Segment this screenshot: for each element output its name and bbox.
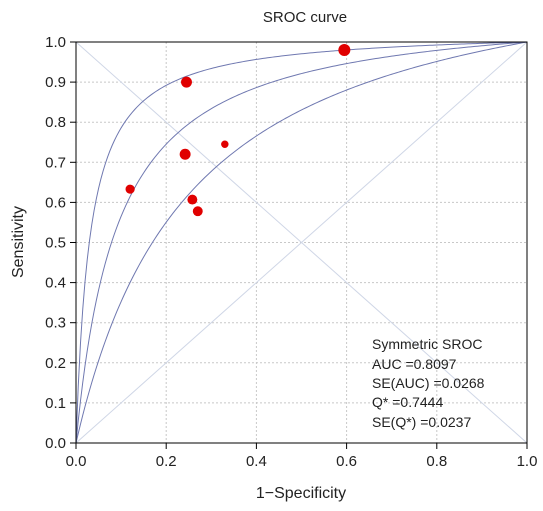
study-points (125, 44, 351, 217)
study-point (125, 184, 135, 194)
y-axis-title: Sensitivity (10, 206, 27, 278)
sroc-curve (75, 41, 528, 444)
diagonal-lines (75, 41, 528, 444)
stats-box: Symmetric SROC AUC =0.8097 SE(AUC) =0.02… (372, 336, 485, 430)
y-tick-label: 0.3 (45, 315, 66, 332)
x-tick-label: 0.2 (156, 453, 177, 470)
y-tick-label: 0.9 (45, 74, 66, 91)
y-tick-label: 0.0 (45, 435, 66, 452)
y-tick-label: 1.0 (45, 34, 66, 51)
y-axis-ticks: 0.0 0.1 0.2 0.3 0.4 0.5 0.6 0.7 0.8 0.9 1.0 (45, 34, 76, 452)
x-tick-label: 0.6 (336, 453, 357, 470)
grid-lines (76, 42, 527, 443)
x-tick-label: 0.8 (426, 453, 447, 470)
study-point (221, 140, 229, 148)
x-axis-title: 1−Specificity (256, 485, 346, 502)
study-point (181, 76, 192, 88)
y-tick-label: 0.5 (45, 235, 66, 252)
stats-auc: AUC =0.8097 (372, 356, 457, 372)
x-axis-ticks: 0.0 0.2 0.4 0.6 0.8 1.0 (66, 443, 538, 470)
y-tick-label: 0.1 (45, 395, 66, 412)
y-tick-label: 0.4 (45, 275, 66, 292)
sroc-lower-band (75, 41, 528, 444)
study-point (192, 206, 203, 217)
stats-se-q: SE(Q*) =0.0237 (372, 414, 471, 430)
y-tick-label: 0.2 (45, 355, 66, 372)
stats-heading: Symmetric SROC (372, 336, 482, 352)
sroc-upper-band (75, 41, 528, 444)
stats-se-auc: SE(AUC) =0.0268 (372, 375, 485, 391)
y-tick-label: 0.8 (45, 114, 66, 131)
x-tick-label: 1.0 (517, 453, 538, 470)
study-point (187, 194, 198, 205)
study-point (338, 44, 351, 57)
x-tick-label: 0.0 (66, 453, 87, 470)
symmetry-diagonal (75, 41, 528, 444)
study-point (179, 148, 191, 160)
x-tick-label: 0.4 (246, 453, 267, 470)
stats-q: Q* =0.7444 (372, 394, 443, 410)
chart-title: SROC curve (263, 9, 347, 26)
y-tick-label: 0.7 (45, 154, 66, 171)
y-tick-label: 0.6 (45, 194, 66, 211)
sroc-curves (75, 41, 528, 444)
